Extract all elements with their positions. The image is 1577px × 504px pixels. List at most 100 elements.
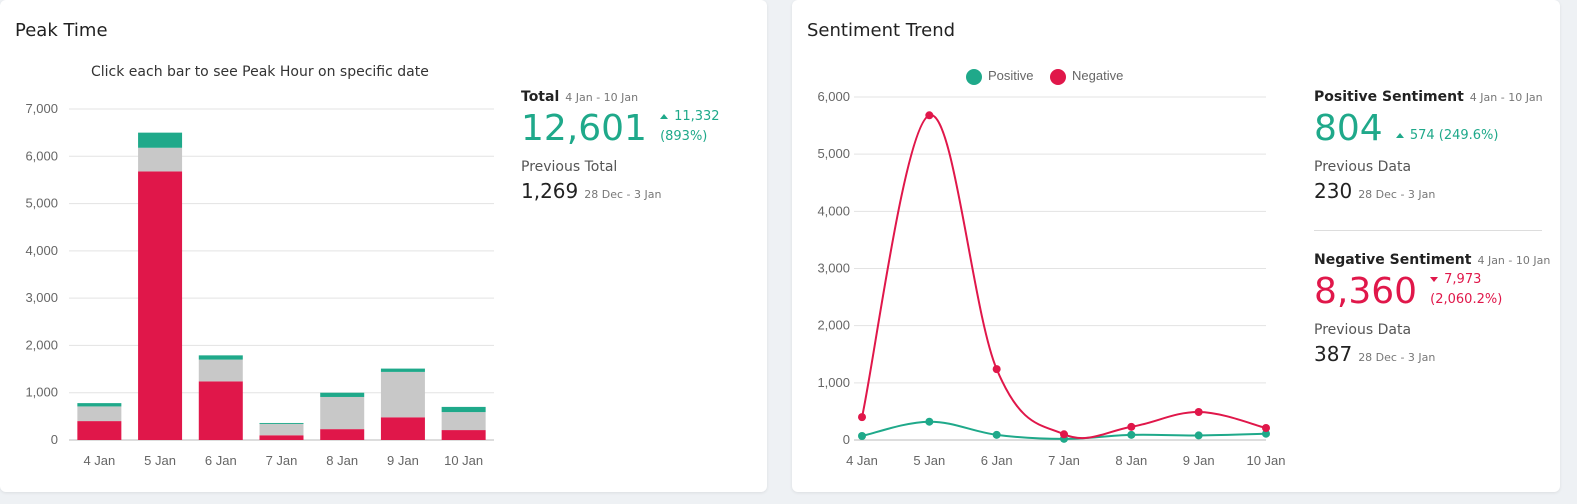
bar-segment[interactable] [380,417,425,440]
bar-segment[interactable] [380,368,425,372]
bar-segment[interactable] [138,147,183,172]
bar-segment[interactable] [441,430,486,440]
positive-sentiment-value: 804 [1314,108,1383,149]
negative-data-point[interactable] [1060,430,1068,439]
x-tick-label: 7 Jan [266,453,298,468]
bar-segment[interactable] [259,422,304,424]
positive-data-point[interactable] [1262,429,1270,438]
total-delta: 11,332 (893%) [660,107,720,147]
y-tick-label: 0 [843,432,850,447]
x-tick-label: 8 Jan [1115,453,1147,468]
legend-negative-label: Negative [1072,68,1124,83]
bar-segment[interactable] [320,396,365,430]
positive-previous-value: 230 [1314,179,1353,203]
negative-previous-range: 28 Dec - 3 Jan [1358,351,1436,364]
negative-delta: 7,973 (2,060.2%) [1430,270,1502,310]
x-tick-label: 4 Jan [846,453,878,468]
bar-segment[interactable] [138,171,183,440]
positive-sentiment-stat: Positive Sentiment 4 Jan - 10 Jan 804 574… [1314,86,1543,203]
peak-time-bar-chart[interactable]: 0 1,000 2,000 3,000 4,000 5,000 6,000 7,000 4 Ja… [0,0,767,492]
positive-data-point[interactable] [925,417,934,426]
x-tick-label: 4 Jan [83,453,115,468]
bar-segment[interactable] [441,406,486,413]
x-tick-label: 9 Jan [1183,453,1215,468]
positive-sentiment-range: 4 Jan - 10 Jan [1469,91,1543,104]
negative-sentiment-stat: Negative Sentiment 4 Jan - 10 Jan 8,360 7… [1314,249,1550,366]
positive-previous-label: Previous Data [1314,159,1412,175]
positive-sentiment-label: Positive Sentiment [1314,89,1464,105]
y-tick-label: 6,000 [817,89,850,104]
positive-data-point[interactable] [1127,430,1136,439]
bar-segment[interactable] [320,392,365,397]
y-tick-label: 3,000 [817,261,850,276]
total-delta-percent: (893%) [660,129,708,144]
x-tick-label: 8 Jan [326,453,358,468]
positive-data-point[interactable] [1194,431,1203,440]
y-tick-label: 2,000 [25,337,58,352]
bar-segment[interactable] [198,381,243,440]
previous-total-range: 28 Dec - 3 Jan [584,188,662,201]
y-tick-label: 4,000 [25,243,58,258]
negative-sentiment-label: Negative Sentiment [1314,252,1472,268]
total-stat: Total 4 Jan - 10 Jan 12,601 11,332 (893%)… [521,86,720,203]
bar-segment[interactable] [259,423,304,436]
negative-sentiment-value: 8,360 [1314,271,1418,312]
positive-delta: 574 (249.6%) [1395,126,1499,146]
positive-data-point[interactable] [992,430,1001,439]
negative-data-point[interactable] [992,365,1001,374]
negative-series-line [861,114,1267,439]
y-tick-label: 2,000 [817,318,850,333]
negative-delta-percent: (2,060.2%) [1430,292,1503,307]
bar-segment[interactable] [259,435,304,440]
negative-sentiment-range: 4 Jan - 10 Jan [1477,254,1551,267]
negative-previous-label: Previous Data [1314,322,1412,338]
negative-legend-dot [1050,68,1066,85]
bar-segment[interactable] [320,429,365,440]
previous-total-label: Previous Total [521,159,618,175]
positive-legend-dot [966,68,982,85]
bar-segment[interactable] [380,371,425,418]
bar-segment[interactable] [198,355,243,360]
total-label: Total [521,89,560,105]
y-tick-label: 4,000 [817,203,850,218]
y-tick-label: 0 [51,432,58,447]
total-value: 12,601 [521,108,647,149]
y-tick-label: 1,000 [25,385,58,400]
positive-delta-text: 574 (249.6%) [1409,127,1499,143]
bar-segment[interactable] [198,359,243,382]
x-tick-label: 10 Jan [1246,453,1285,468]
previous-total-value: 1,269 [521,179,579,203]
chart-hint: Click each bar to see Peak Hour on speci… [91,64,429,80]
trend-up-icon [660,114,669,119]
peak-time-title: Peak Time [15,20,108,41]
legend-positive[interactable]: Positive [966,68,1034,85]
y-tick-label: 5,000 [25,196,58,211]
total-range: 4 Jan - 10 Jan [565,91,639,104]
sentiment-trend-card: Sentiment Trend [792,0,1560,492]
positive-data-point[interactable] [858,431,866,440]
negative-data-point[interactable] [1127,422,1136,431]
peak-time-card: Peak Time Click each bar to see Peak Hou… [0,0,767,492]
x-tick-label: 5 Jan [144,453,176,468]
y-tick-label: 5,000 [817,146,850,161]
bar-segment[interactable] [138,132,183,148]
negative-data-point[interactable] [1194,407,1203,416]
negative-previous-value: 387 [1314,342,1353,366]
sentiment-line-chart[interactable]: 0 1,000 2,000 3,000 4,000 5,000 6,000 4 Jan 5 Ja… [0,0,1577,492]
bar-segment[interactable] [77,421,122,440]
trend-down-icon [1430,277,1439,282]
negative-data-point[interactable] [1262,423,1270,432]
negative-data-point[interactable] [858,413,866,422]
x-tick-label: 5 Jan [913,453,945,468]
sentiment-trend-title: Sentiment Trend [807,20,956,41]
negative-data-point[interactable] [925,111,934,120]
legend-negative[interactable]: Negative [1050,68,1123,85]
x-tick-label: 6 Jan [981,453,1013,468]
bar-segment[interactable] [77,403,122,407]
stat-divider [1314,230,1542,231]
bar-segment[interactable] [441,412,486,431]
x-tick-label: 10 Jan [444,453,483,468]
y-tick-label: 6,000 [25,148,58,163]
negative-delta-value: 7,973 [1444,272,1482,287]
bar-segment[interactable] [77,406,122,422]
